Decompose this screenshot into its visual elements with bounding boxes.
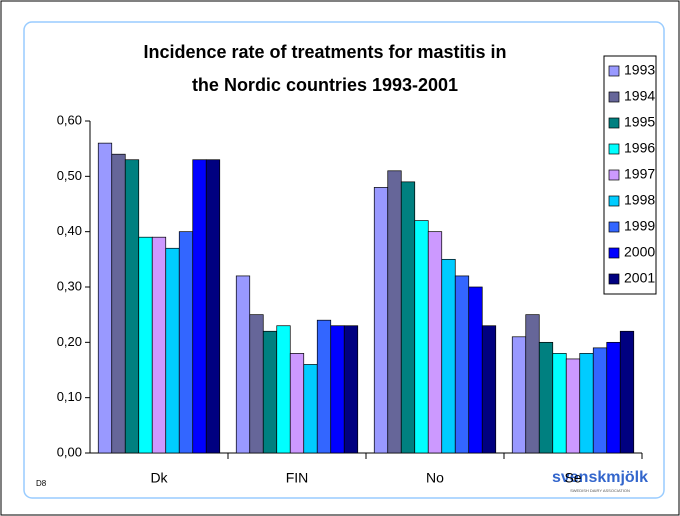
bar — [511, 336, 527, 454]
legend-swatch — [608, 117, 620, 129]
legend-swatch — [608, 221, 620, 233]
y-tick-label: 0,50 — [57, 168, 82, 183]
y-tick-label: 0,20 — [57, 334, 82, 349]
bar — [579, 353, 594, 454]
legend-label: 1996 — [624, 140, 655, 156]
bar — [400, 181, 416, 454]
logo-subtitle: SWEDISH DAIRY ASSOCIATION — [570, 488, 630, 493]
bar — [606, 341, 621, 454]
bar — [565, 358, 581, 454]
bar — [316, 319, 332, 454]
bar — [192, 159, 207, 454]
bar — [552, 353, 567, 454]
y-tick-label: 0,40 — [57, 223, 82, 238]
legend-swatch — [608, 195, 620, 207]
bar — [262, 330, 278, 454]
bar — [235, 275, 251, 454]
x-tick-label: Dk — [150, 470, 168, 486]
chart-title: the Nordic countries 1993-2001 — [192, 75, 458, 95]
legend-swatch — [608, 143, 620, 155]
bar — [289, 353, 305, 454]
bar — [619, 330, 635, 454]
x-tick-label: Se — [564, 470, 581, 486]
chart-title: Incidence rate of treatments for mastiti… — [143, 42, 506, 62]
bar — [124, 159, 140, 454]
legend-label: 1998 — [624, 192, 655, 208]
logo: svenskmjölk — [552, 469, 648, 486]
y-tick-label: 0,30 — [57, 278, 82, 293]
bar — [441, 258, 456, 454]
bar — [414, 220, 429, 454]
legend-label: 2000 — [624, 244, 655, 260]
bar — [276, 325, 291, 454]
legend-swatch — [608, 91, 620, 103]
bar — [481, 325, 497, 454]
bar — [330, 325, 345, 454]
bar — [373, 187, 389, 454]
bar — [97, 142, 113, 454]
y-tick-label: 0,00 — [57, 444, 82, 459]
bar — [138, 236, 153, 454]
bar — [205, 159, 221, 454]
x-tick-label: FIN — [286, 470, 309, 486]
legend-swatch — [608, 65, 620, 77]
legend-label: 1997 — [624, 166, 655, 182]
bar — [178, 231, 194, 454]
bar — [538, 341, 554, 454]
legend-swatch — [608, 169, 620, 181]
legend-swatch — [608, 247, 620, 259]
bar — [249, 314, 264, 454]
bar — [111, 153, 126, 454]
bar — [165, 247, 180, 454]
bar — [387, 170, 402, 454]
bar — [525, 314, 540, 454]
slide-label: D8 — [36, 479, 47, 488]
y-tick-label: 0,10 — [57, 389, 82, 404]
legend-label: 1995 — [624, 114, 655, 130]
legend-label: 1993 — [624, 62, 655, 78]
bar — [592, 347, 608, 454]
y-tick-label: 0,60 — [57, 112, 82, 127]
bar — [303, 364, 318, 454]
legend-label: 1994 — [624, 88, 655, 104]
bar — [343, 325, 359, 454]
x-tick-label: No — [426, 470, 444, 486]
bar — [468, 286, 483, 454]
bar — [151, 236, 167, 454]
bar — [454, 275, 470, 454]
legend-label: 2001 — [624, 270, 655, 286]
legend-label: 1999 — [624, 218, 655, 234]
bar — [427, 231, 443, 454]
legend-swatch — [608, 273, 620, 285]
